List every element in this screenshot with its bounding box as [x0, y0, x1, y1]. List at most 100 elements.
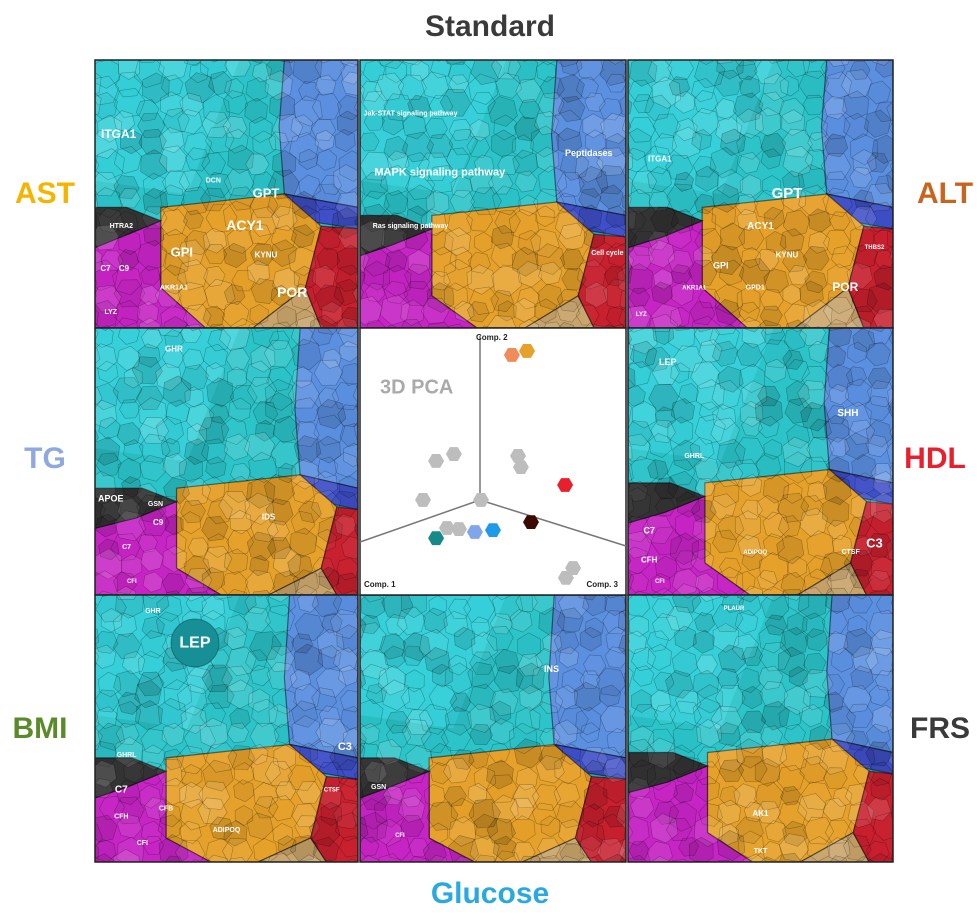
- cell: [843, 627, 874, 659]
- cell: [163, 477, 190, 504]
- cell: [669, 532, 700, 566]
- cell: [245, 649, 268, 672]
- cell: [630, 725, 655, 753]
- cell: [758, 552, 789, 585]
- cell: [316, 435, 341, 464]
- cell: [851, 595, 869, 600]
- cell: [70, 134, 91, 152]
- cell: [740, 499, 763, 520]
- cell: [889, 243, 893, 261]
- cell: [229, 509, 252, 535]
- cell-label: ITGA1: [101, 127, 137, 141]
- cell: [272, 321, 293, 328]
- cell: [245, 76, 269, 102]
- cell: [297, 595, 319, 613]
- cell: [290, 510, 316, 535]
- cell: [824, 819, 852, 844]
- cell: [717, 514, 745, 541]
- cell: [628, 206, 637, 232]
- cell: [95, 248, 103, 273]
- cell: [606, 242, 626, 268]
- cell: [488, 172, 514, 195]
- cell: [853, 746, 876, 770]
- cell: [741, 549, 763, 572]
- cell: [628, 595, 651, 618]
- cell: [652, 777, 678, 804]
- cell: [95, 72, 102, 95]
- cell: [582, 113, 605, 139]
- cell: [203, 343, 228, 370]
- cell: [871, 704, 893, 734]
- cell: [714, 60, 734, 64]
- cell-label: C7: [115, 785, 128, 796]
- cell: [720, 222, 745, 251]
- cell: [822, 797, 847, 821]
- cell: [443, 757, 471, 784]
- cell: [202, 759, 234, 792]
- cell: [401, 718, 432, 747]
- cell: [740, 473, 762, 497]
- cell: [762, 511, 790, 539]
- cell: [605, 305, 626, 327]
- cell: [535, 648, 558, 672]
- cell: [337, 94, 358, 121]
- cell: [410, 60, 430, 82]
- cell: [353, 422, 358, 440]
- cell: [95, 309, 99, 325]
- cell: [652, 113, 681, 139]
- cell: [695, 654, 718, 675]
- cell: [100, 608, 122, 633]
- cell: [786, 358, 810, 382]
- cell: [95, 689, 120, 713]
- cell: [140, 265, 161, 286]
- pca-point: [519, 344, 535, 358]
- cell: [647, 459, 669, 481]
- cell-label: CTSF: [324, 787, 340, 793]
- cell: [786, 380, 810, 407]
- cell: [360, 722, 380, 745]
- cell: [722, 324, 737, 328]
- cell: [894, 785, 916, 805]
- cell: [185, 666, 214, 695]
- cell: [802, 245, 830, 271]
- cell: [628, 455, 659, 487]
- cell: [631, 703, 659, 728]
- cell: [354, 99, 358, 113]
- cell: [266, 520, 290, 542]
- cell: [332, 595, 358, 616]
- cell: [845, 366, 867, 387]
- cell: [716, 668, 740, 689]
- cell: [161, 722, 185, 748]
- cell: [754, 248, 780, 272]
- cell: [486, 625, 514, 651]
- cell: [556, 800, 585, 829]
- cell: [507, 60, 539, 84]
- cell: [379, 60, 405, 70]
- cell: [272, 415, 300, 444]
- cell-label: CFI: [137, 840, 148, 847]
- cell: [115, 779, 141, 806]
- cell: [134, 679, 162, 709]
- cell: [694, 761, 721, 786]
- cell: [160, 74, 184, 97]
- cell: [670, 208, 696, 234]
- cell: [891, 520, 893, 527]
- cell: [529, 701, 560, 734]
- cell: [363, 111, 385, 131]
- cell: [784, 595, 803, 601]
- cell: [360, 649, 390, 680]
- pca-point: [428, 454, 445, 468]
- cell: [381, 679, 411, 711]
- panel-border: [94, 594, 359, 863]
- cell: [651, 303, 683, 328]
- cell: [226, 646, 257, 677]
- cell: [335, 264, 358, 292]
- cell: [698, 595, 721, 602]
- cell: [734, 510, 761, 541]
- cell: [397, 74, 427, 101]
- cell: [800, 401, 830, 432]
- cell: [735, 108, 764, 139]
- cell: [574, 152, 604, 183]
- cell: [218, 491, 251, 520]
- cell: [230, 462, 252, 483]
